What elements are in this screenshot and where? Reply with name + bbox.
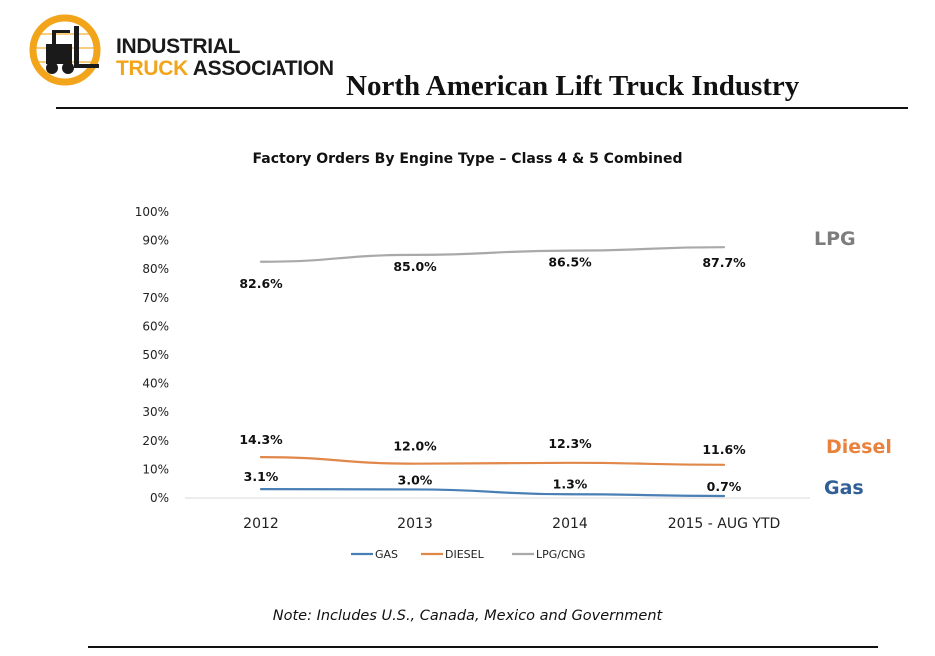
legend-label-diesel: DIESEL <box>445 548 485 561</box>
y-tick-label: 100% <box>135 205 169 219</box>
footer-divider <box>88 646 878 648</box>
data-label-gas: 0.7% <box>707 479 742 494</box>
y-tick-label: 40% <box>142 377 169 391</box>
y-tick-label: 90% <box>142 234 169 248</box>
header-divider <box>56 107 908 109</box>
page-title: North American Lift Truck Industry <box>346 70 800 102</box>
ita-logo: INDUSTRIAL TRUCK ASSOCIATION <box>28 14 334 86</box>
x-tick-label: 2012 <box>243 516 279 532</box>
y-tick-label: 50% <box>142 348 169 362</box>
series-line-gas <box>259 488 726 498</box>
data-label-diesel: 11.6% <box>702 442 746 457</box>
y-tick-label: 30% <box>142 405 169 419</box>
data-label-lpg: 87.7% <box>702 255 746 270</box>
data-label-diesel: 12.3% <box>548 436 592 451</box>
forklift-logo-icon <box>29 14 101 86</box>
y-tick-label: 0% <box>150 491 169 505</box>
data-label-gas: 3.0% <box>398 472 433 487</box>
logo-text-rest: ASSOCIATION <box>188 57 334 80</box>
y-tick-label: 20% <box>142 434 169 448</box>
data-label-gas: 1.3% <box>553 476 588 491</box>
data-label-gas: 3.1% <box>244 469 279 484</box>
data-label-lpg: 86.5% <box>548 255 592 270</box>
data-label-lpg: 82.6% <box>239 276 283 291</box>
y-tick-label: 10% <box>142 462 169 476</box>
y-tick-label: 70% <box>142 291 169 305</box>
footnote: Note: Includes U.S., Canada, Mexico and … <box>272 608 663 624</box>
series-line-diesel <box>259 456 726 466</box>
y-tick-label: 80% <box>142 262 169 276</box>
x-tick-label: 2013 <box>397 516 433 532</box>
side-label-lpg: LPG <box>814 228 856 250</box>
logo-text-line1: INDUSTRIAL <box>116 35 241 58</box>
legend-label-gas: GAS <box>375 548 398 561</box>
side-label-gas: Gas <box>824 477 864 499</box>
logo-text-line2: TRUCK ASSOCIATION <box>116 58 334 80</box>
line-chart: 0% 10% 20% 30% 40% 50% 60% 70% 80% 90% 100% 2012 201… <box>135 205 892 561</box>
series-line-lpg <box>259 246 726 263</box>
x-tick-label: 2015 - AUG YTD <box>668 516 781 532</box>
data-label-lpg: 85.0% <box>393 259 437 274</box>
logo-text-accent: TRUCK <box>116 57 188 80</box>
data-label-diesel: 14.3% <box>239 432 283 447</box>
side-label-diesel: Diesel <box>826 436 892 458</box>
x-tick-label: 2014 <box>552 516 588 532</box>
y-tick-label: 60% <box>142 319 169 333</box>
chart-title: Factory Orders By Engine Type – Class 4 … <box>252 151 683 167</box>
legend-label-lpg: LPG/CNG <box>536 548 585 561</box>
data-label-diesel: 12.0% <box>393 439 437 454</box>
